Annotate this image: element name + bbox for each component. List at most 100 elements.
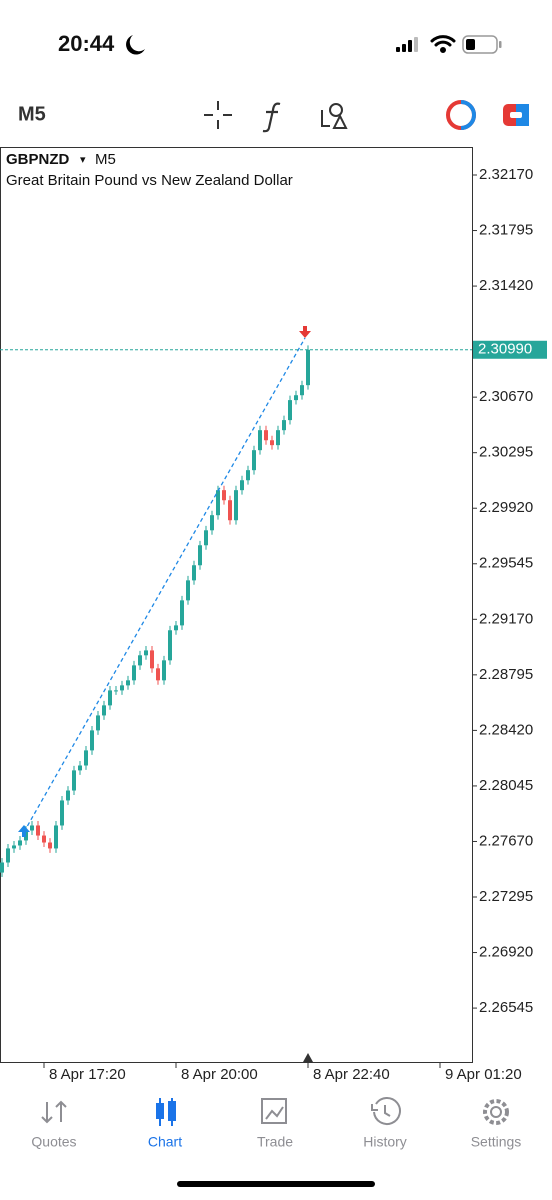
candle-body [306,349,310,386]
candle-body [78,765,82,771]
battery-icon [462,35,502,54]
price-label-box [473,340,547,359]
candle-body [18,840,22,846]
candle-body [30,825,34,831]
account-button[interactable] [446,100,476,130]
candle-body [72,770,76,791]
candle-body [144,650,148,656]
candle-body [0,862,4,873]
candle-body [162,660,166,681]
candle-body [114,690,118,692]
signal-icon [396,37,418,52]
indicators-button[interactable] [262,102,281,133]
nav-item[interactable]: Quotes [31,1134,76,1150]
objects-button[interactable] [321,103,348,129]
x-tick-label: 8 Apr 20:00 [181,1066,258,1083]
y-tick-label: 2.26920 [479,944,533,961]
wifi-icon [430,35,456,53]
trade-button[interactable] [503,104,529,126]
candle-body [258,430,262,451]
candle-body [156,668,160,681]
candle-body [90,730,94,751]
candle-body [300,385,304,396]
candle-body [180,600,184,626]
y-tick-label: 2.31795 [479,222,533,239]
y-tick-label: 2.27670 [479,832,533,849]
candle-body [108,690,112,706]
y-tick-label: 2.28795 [479,666,533,683]
candle-body [198,545,202,566]
plot [0,345,310,878]
candle-body [204,530,208,546]
x-tick-label: 9 Apr 01:20 [445,1066,522,1083]
y-tick-label: 2.27295 [479,888,533,905]
timeframe-button[interactable]: M5 [18,103,46,125]
y-tick-label: 2.30295 [479,444,533,461]
y-tick-label: 2.28045 [479,777,533,794]
candle-body [12,845,16,849]
price-label: 2.30990 [478,341,532,358]
y-tick-label: 2.32170 [479,166,533,183]
candle-body [294,395,298,401]
chart-subtitle: Great Britain Pound vs New Zealand Dolla… [6,172,293,189]
candle-body [264,430,268,441]
candle-body [126,680,130,686]
chart-nav-icon [156,1098,176,1126]
buy-arrow [18,825,30,837]
candle-body [102,705,106,716]
sell-arrow [299,326,311,338]
x-tick-label: 8 Apr 17:20 [49,1066,126,1083]
y-tick-label: 2.29170 [479,610,533,627]
time-marker [303,1053,313,1062]
candle-body [36,825,40,836]
candle-body [252,450,256,471]
nav-item[interactable]: Settings [471,1134,522,1150]
candle-body [270,440,274,446]
candle-body [288,400,292,421]
bottom-nav: Quotes Chart Trade History Settings [31,1134,521,1150]
candle-body [54,825,58,849]
candle-body [216,490,220,516]
candle-body [48,842,52,849]
moon-icon [126,35,145,55]
candle-body [66,790,70,801]
candle-body [174,625,178,631]
y-tick-label: 2.29545 [479,555,533,572]
candle-body [234,490,238,521]
dropdown-arrow[interactable]: ▾ [80,154,86,166]
candle-body [228,500,232,521]
candle-body [84,750,88,766]
plot-frame [0,147,473,1063]
x-tick-label: 8 Apr 22:40 [313,1066,390,1083]
candle-body [246,470,250,481]
candle-body [120,685,124,691]
nav-icons [41,1097,509,1125]
y-tick-label: 2.26545 [479,999,533,1016]
crosshair-button[interactable] [204,101,232,129]
candle-body [6,848,10,863]
candle-body [222,490,226,501]
y-tick-label: 2.29920 [479,499,533,516]
home-indicator [177,1181,375,1187]
candle-body [168,630,172,661]
candle-body [282,420,286,431]
candle-body [138,655,142,666]
candle-body [132,665,136,681]
clock: 20:44 [58,31,115,56]
candle-body [96,715,100,731]
candle-body [150,650,154,669]
candle-body [240,480,244,491]
nav-item[interactable]: History [363,1134,407,1150]
y-tick-label: 2.28420 [479,721,533,738]
y-tick-label: 2.30670 [479,388,533,405]
candle-body [42,835,46,843]
symbol: GBPNZD [6,151,70,168]
nav-item[interactable]: Trade [257,1134,293,1150]
candle-body [210,515,214,531]
nav-item[interactable]: Chart [148,1134,182,1150]
candle-body [276,430,280,446]
candle-body [192,565,196,581]
chart-timeframe: M5 [95,151,116,168]
